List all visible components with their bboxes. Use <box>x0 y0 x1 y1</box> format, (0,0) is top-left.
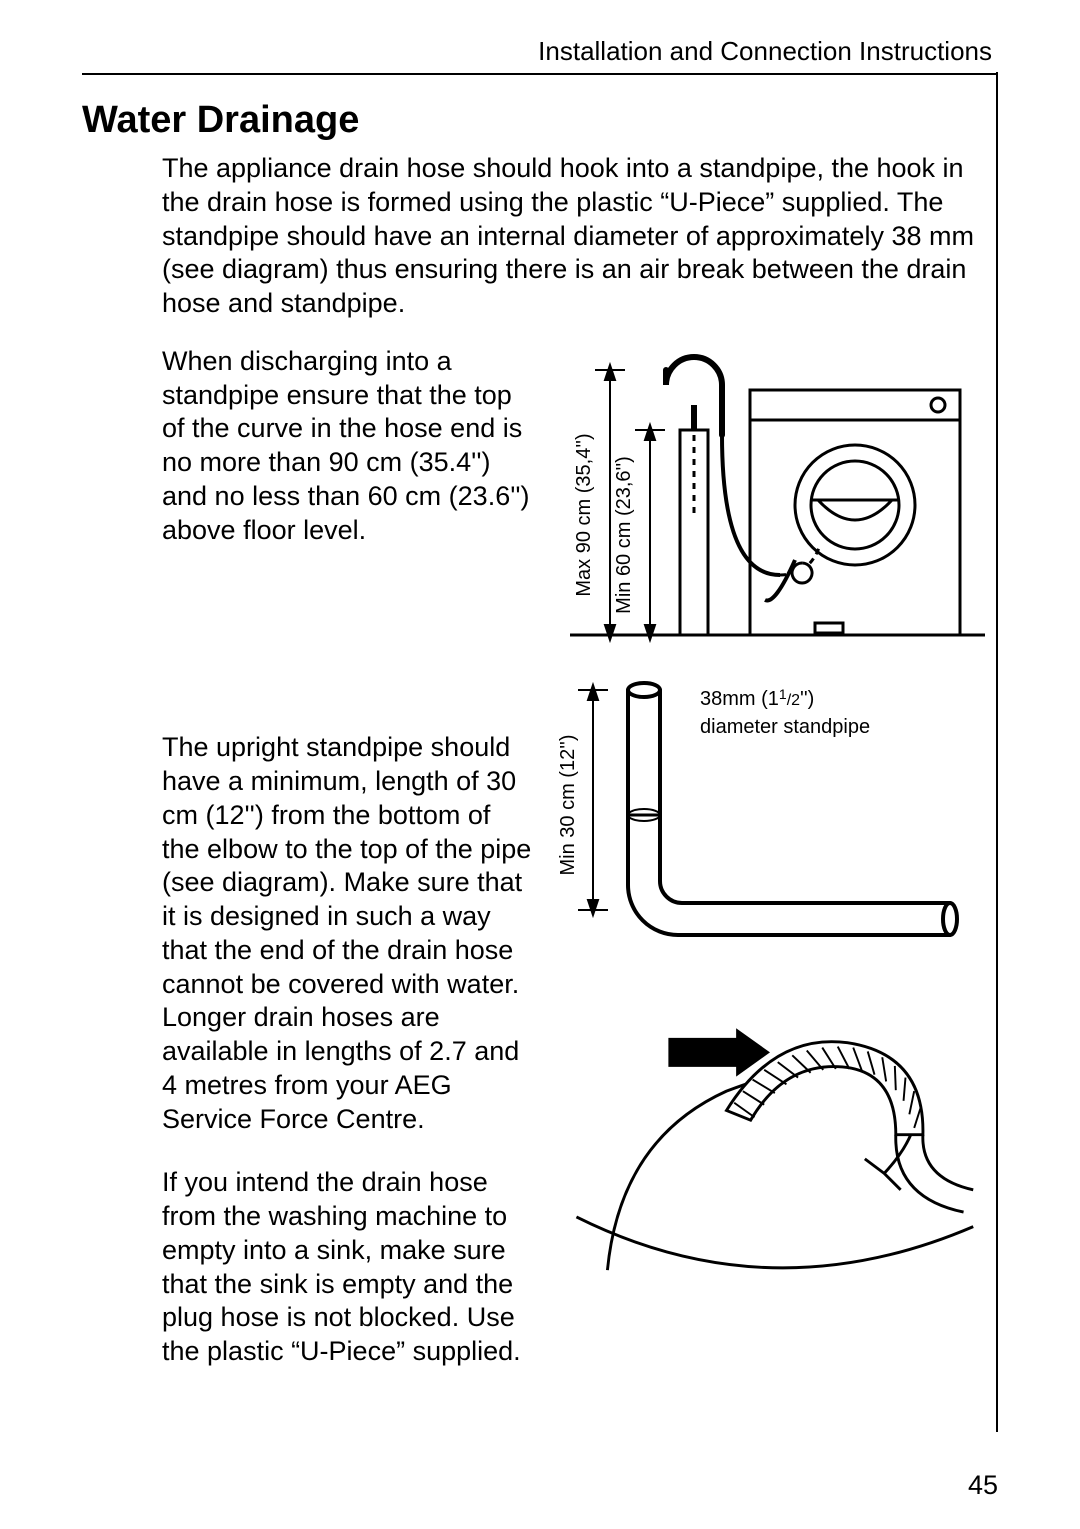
paragraph-2: When discharging into a standpipe ensure… <box>162 345 532 548</box>
figure-standpipe-height: Max 90 cm (35,4'') Min 60 cm (23,6'') <box>550 345 990 655</box>
fig2-label-min30: Min 30 cm (12'') <box>557 734 579 875</box>
page-number: 45 <box>968 1470 998 1501</box>
svg-text:diameter standpipe: diameter standpipe <box>700 716 870 738</box>
header-rule <box>82 73 998 75</box>
fig2-diameter-label: 38mm (11/2'') diameter standpipe <box>700 686 870 738</box>
section-heading: Water Drainage <box>82 99 998 142</box>
page-header: Installation and Connection Instructions <box>82 36 998 73</box>
paragraph-3: The upright standpipe should have a mini… <box>162 731 532 1136</box>
fig1-label-min: Min 60 cm (23,6'') <box>613 456 635 614</box>
svg-text:38mm (11/2''): 38mm (11/2'') <box>700 686 814 710</box>
side-rule <box>996 72 998 1432</box>
figure-sink-hook <box>550 975 990 1275</box>
figure-standpipe-length: Min 30 cm (12'') 38mm (11/2'') diameter … <box>550 675 990 975</box>
fig1-label-max: Max 90 cm (35,4'') <box>573 433 595 596</box>
paragraph-4: If you intend the drain hose from the wa… <box>162 1166 532 1369</box>
arrow-icon <box>668 1028 770 1076</box>
intro-paragraph: The appliance drain hose should hook int… <box>162 152 988 321</box>
